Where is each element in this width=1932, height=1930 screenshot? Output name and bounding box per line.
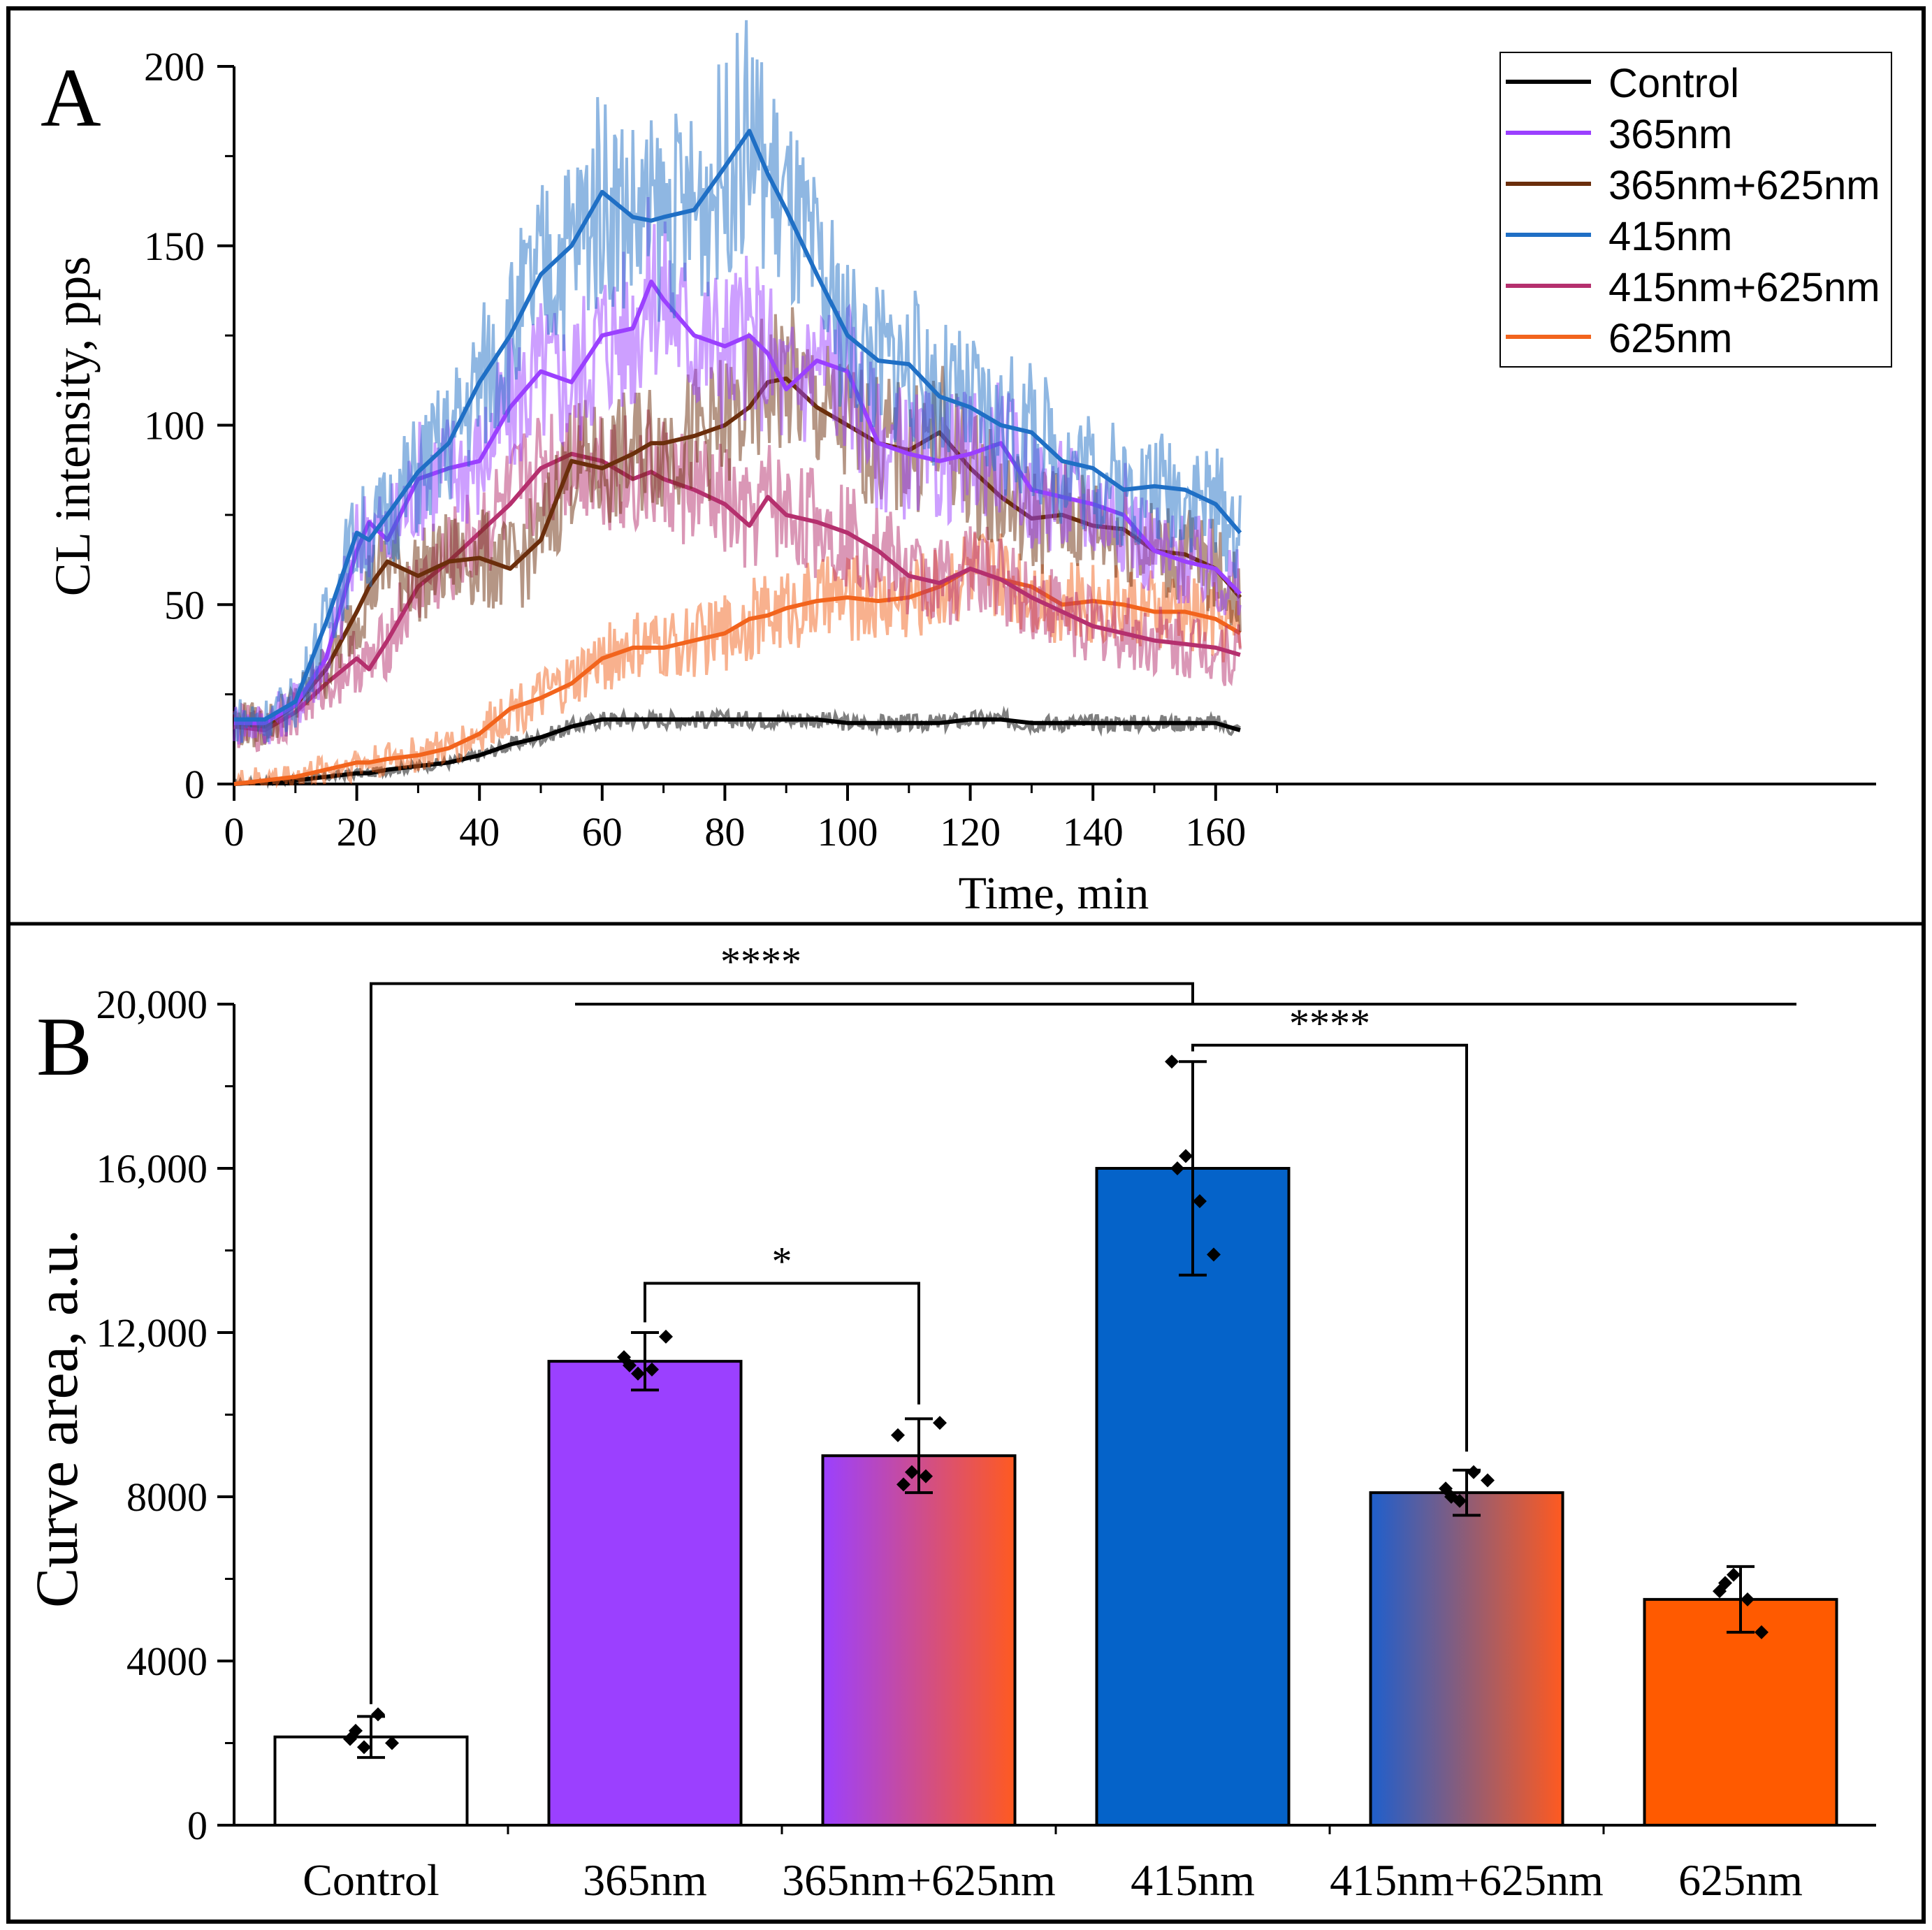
y-tick-label: 4000 (126, 1639, 208, 1684)
y-tick-label: 12,000 (96, 1310, 208, 1356)
data-point-415nm (1170, 1161, 1184, 1175)
data-point-365nm-625nm (896, 1477, 910, 1492)
series-415nm (233, 20, 1242, 743)
series-415nm-625nm (233, 405, 1242, 753)
data-point-365nm-625nm (919, 1469, 933, 1483)
bar-415nm-625nm (1369, 1491, 1564, 1827)
significance-label: **** (1289, 1001, 1370, 1046)
legend-label-365nm-625nm: 365nm+625nm (1608, 163, 1880, 208)
y-tick-label: 150 (144, 224, 205, 269)
x-tick-label: 100 (818, 809, 878, 855)
data-point-415nm (1165, 1054, 1179, 1069)
panel-b-y-label: Curve area, a.u. (23, 1229, 90, 1608)
bracket-line (370, 982, 1194, 1704)
series-line-control (233, 717, 1241, 786)
x-tick-label: 20 (337, 809, 377, 855)
legend-label-625nm: 625nm (1608, 316, 1732, 361)
panel-a-y-label: CL intensity, pps (45, 256, 101, 597)
bar-group-415nm-625nm: 415nm+625nm (1330, 1465, 1604, 1905)
bracket-line (1191, 1043, 1468, 1452)
y-tick-label: 100 (144, 403, 205, 449)
legend-label-control: Control (1608, 61, 1739, 106)
bar-group-625nm: 625nm (1643, 1565, 1838, 1905)
y-tick-label: 20,000 (96, 982, 208, 1027)
data-point-415nm (1179, 1149, 1193, 1163)
y-tick-label: 0 (187, 1803, 208, 1848)
data-point-control (357, 1740, 371, 1755)
significance-bracket-3: * (644, 1239, 920, 1405)
bar-group-365nm-625nm: 365nm+625nm (782, 1416, 1056, 1905)
data-point-control (371, 1707, 385, 1722)
significance-label: **** (720, 939, 801, 985)
y-tick-label: 200 (144, 44, 205, 89)
panel-label-a: A (41, 51, 101, 144)
data-point-625nm (1718, 1576, 1732, 1590)
significance-label: * (772, 1239, 792, 1284)
series-625nm (233, 532, 1242, 789)
bar-365nm-625nm (821, 1454, 1017, 1827)
series-raw-trace-415nm (233, 20, 1242, 743)
significance-bracket-2: **** (1191, 1001, 1468, 1452)
x-tick-label: 0 (224, 809, 245, 855)
data-point-415nm (1207, 1247, 1221, 1262)
data-point-365nm-625nm (933, 1416, 947, 1430)
bar-group-365nm: 365nm (547, 1329, 743, 1905)
x-tick-label: 80 (704, 809, 745, 855)
category-label-365nm: 365nm (583, 1855, 707, 1905)
data-point-control (385, 1736, 399, 1750)
data-point-control (349, 1723, 363, 1738)
x-tick-label: 40 (459, 809, 500, 855)
bar-365nm (547, 1360, 743, 1827)
panel-a-chart: 0 20 40 60 80 100 120 140 160 0 50 100 150 200 Control… (144, 20, 1892, 855)
panel-a-x-label: Time, min (959, 868, 1149, 919)
legend-label-415nm-625nm: 415nm+625nm (1608, 265, 1880, 310)
x-tick-label: 60 (582, 809, 623, 855)
data-point-365nm (631, 1366, 645, 1381)
series-control (233, 705, 1242, 789)
y-tick-label: 8000 (126, 1474, 208, 1520)
y-tick-label: 50 (164, 582, 205, 627)
series-line-415nm (234, 129, 1242, 722)
legend-frame (1499, 52, 1892, 368)
series-raw-trace-415nm-625nm (233, 405, 1242, 753)
data-point-365nm (659, 1329, 673, 1344)
bar-group-415nm: 415nm (1095, 1054, 1291, 1905)
data-point-415nm-625nm (1481, 1473, 1495, 1488)
panel-label-b: B (36, 1000, 92, 1093)
category-label-415nm: 415nm (1131, 1855, 1255, 1905)
series-line-625nm (233, 566, 1242, 786)
bracket-line (644, 1282, 920, 1405)
y-tick-label: 0 (184, 762, 205, 807)
category-label-625nm: 625nm (1678, 1855, 1803, 1905)
data-point-625nm (1727, 1567, 1741, 1582)
data-point-365nm (623, 1358, 637, 1372)
data-point-365nm (645, 1362, 659, 1377)
legend: Control 365nm 365nm+625nm 415nm 415nm+625nm 6… (1499, 52, 1892, 368)
legend-label-415nm: 415nm (1608, 214, 1732, 259)
significance-bracket-1: **** (370, 939, 1194, 1704)
panel-b-chart: 0 4000 8000 12,000 16,000 20,000 Control 365nm 3… (96, 939, 1876, 1905)
x-tick-label: 160 (1185, 809, 1246, 855)
data-point-415nm (1193, 1194, 1207, 1208)
bar-group-control: Control (273, 1707, 469, 1905)
data-point-625nm (1741, 1592, 1755, 1606)
category-label-365nm-625nm: 365nm+625nm (782, 1855, 1056, 1905)
y-tick-label: 16,000 (96, 1146, 208, 1191)
data-point-365nm-625nm (905, 1465, 919, 1479)
category-label-415nm-625nm: 415nm+625nm (1330, 1855, 1604, 1905)
legend-label-365nm: 365nm (1608, 112, 1732, 157)
category-label-control: Control (303, 1855, 440, 1905)
x-tick-label: 120 (940, 809, 1001, 855)
data-point-415nm-625nm (1467, 1465, 1481, 1479)
series-raw-trace-control (233, 705, 1242, 789)
x-tick-label: 140 (1063, 809, 1124, 855)
data-point-625nm (1755, 1625, 1768, 1639)
data-point-365nm-625nm (891, 1428, 905, 1442)
series-line-415nm-625nm (233, 451, 1241, 732)
data-point-415nm-625nm (1444, 1490, 1458, 1504)
bar-415nm (1095, 1167, 1291, 1827)
